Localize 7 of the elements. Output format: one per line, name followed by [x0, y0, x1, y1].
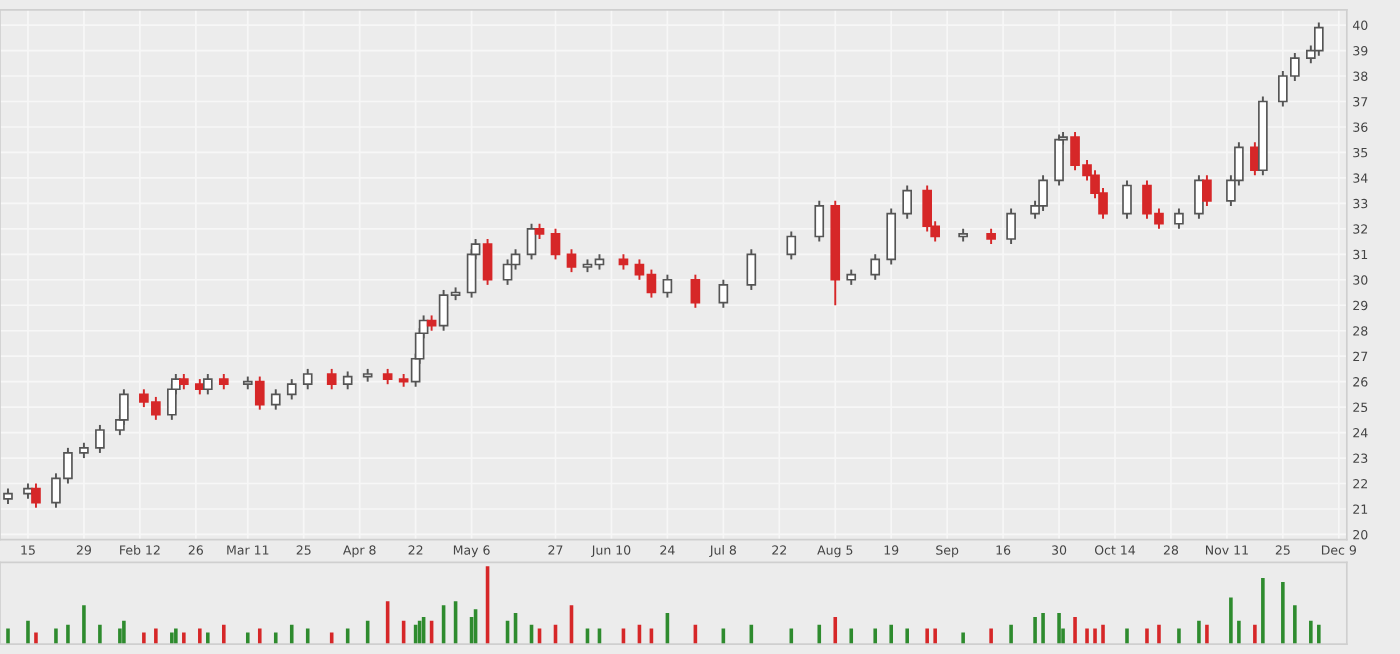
candlestick: [1202, 174, 1212, 207]
candlestick: [690, 273, 701, 309]
candlestick: [326, 367, 337, 391]
candlestick: [482, 238, 493, 286]
candlestick: [550, 227, 561, 261]
candlestick: [566, 248, 577, 274]
candlestick: [254, 375, 265, 411]
